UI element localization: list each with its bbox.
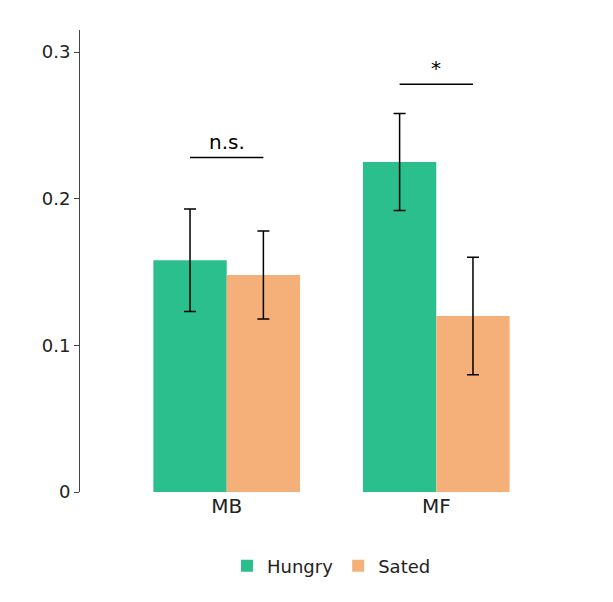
svg-text:0: 0 bbox=[59, 481, 70, 502]
svg-text:0.1: 0.1 bbox=[42, 335, 71, 356]
svg-text:Sated: Sated bbox=[378, 556, 430, 577]
svg-text:n.s.: n.s. bbox=[209, 130, 245, 154]
svg-text:MF: MF bbox=[422, 494, 451, 518]
svg-text:*: * bbox=[431, 56, 441, 80]
svg-text:0.3: 0.3 bbox=[42, 41, 71, 62]
svg-text:Hungry: Hungry bbox=[267, 556, 333, 577]
svg-text:MB: MB bbox=[211, 494, 242, 518]
svg-text:0.2: 0.2 bbox=[42, 188, 71, 209]
